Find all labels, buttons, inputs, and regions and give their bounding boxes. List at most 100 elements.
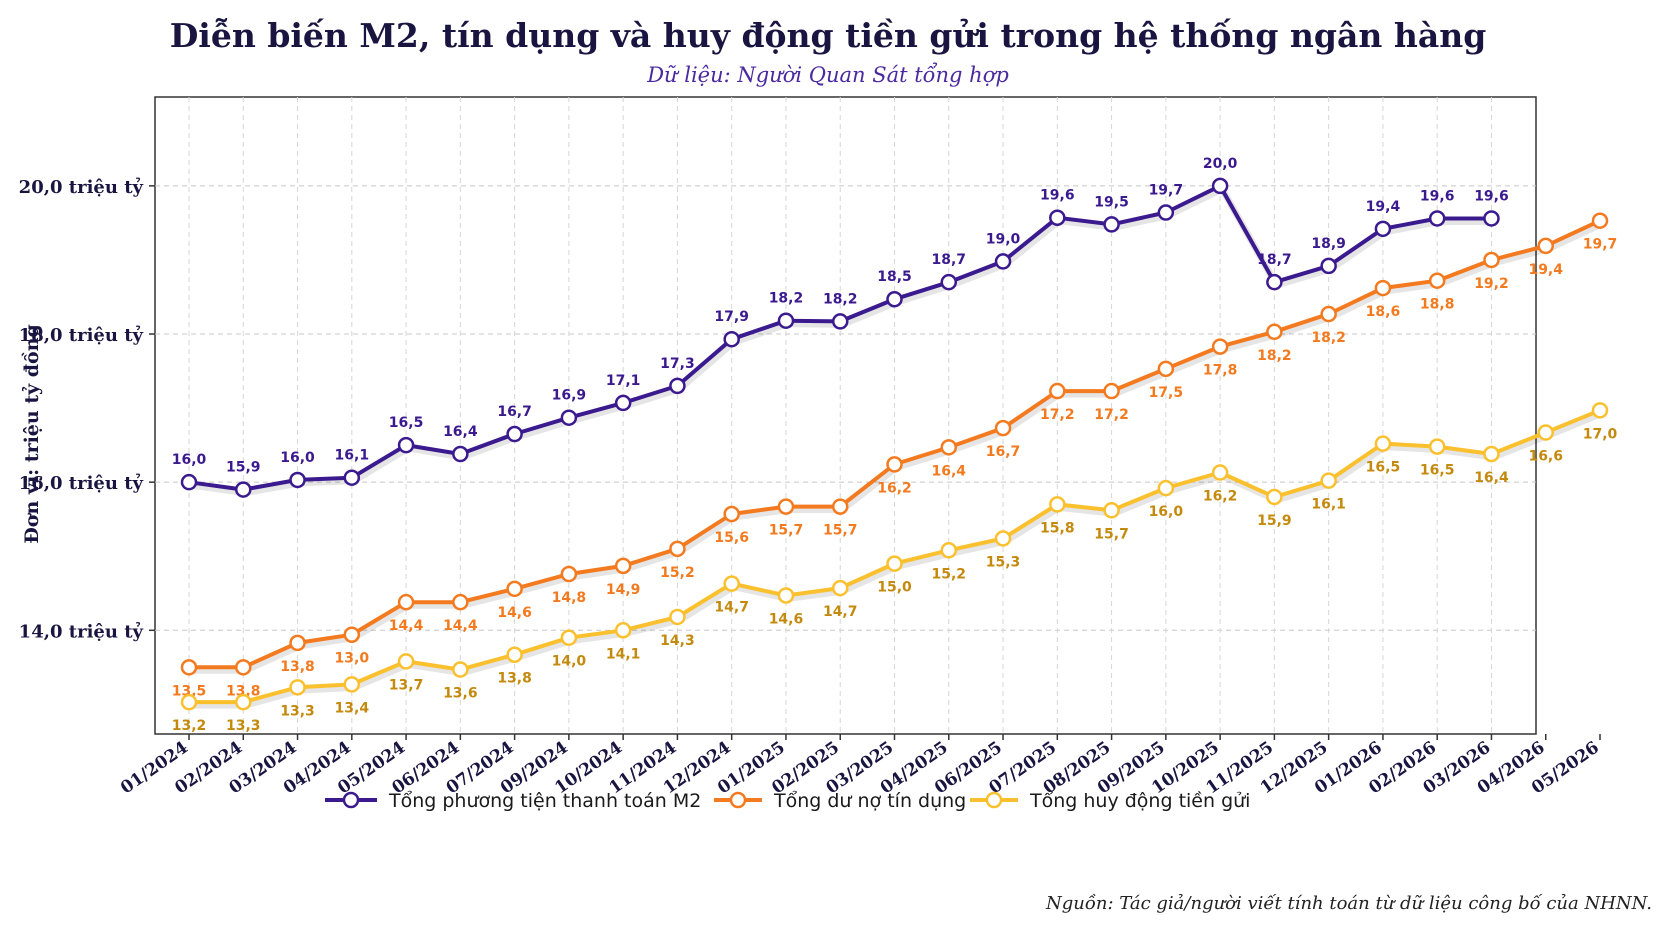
data-point: [180, 659, 198, 676]
data-label: 14,9: [606, 582, 641, 598]
data-point: [289, 471, 306, 489]
data-point: [343, 676, 361, 693]
data-point: [1157, 204, 1175, 221]
data-label: 13,4: [335, 700, 370, 716]
legend-marker: [342, 791, 360, 809]
data-point: [1374, 220, 1392, 238]
data-label: 19,6: [1040, 188, 1075, 204]
chart-subtitle: Dữ liệu: Người Quan Sát tổng hợp: [646, 63, 1009, 87]
data-label: 15,6: [714, 530, 749, 546]
data-label: 16,2: [877, 480, 912, 496]
data-label: 18,8: [1420, 297, 1455, 313]
y-axis: 14,0 triệu tỷ 16,0 triệu tỷ 18,0 triệu tỷ 2…: [19, 176, 155, 642]
data-point: [723, 330, 740, 348]
data-label: 15,9: [226, 460, 261, 476]
data-point: [1049, 382, 1066, 400]
data-point: [1211, 464, 1229, 481]
data-point: [506, 580, 523, 598]
legend-marker: [729, 791, 747, 809]
data-point: [1211, 177, 1229, 195]
data-label: 13,5: [172, 683, 207, 699]
data-point: [669, 608, 686, 626]
series-group: 16,0 15,9 16,0 16,1 16,5 16,4 16,7 16,9 17,1 17,3…: [172, 156, 1618, 734]
data-label: 16,0: [1149, 504, 1184, 520]
data-point: [1049, 209, 1066, 226]
data-label: 13,8: [280, 659, 315, 675]
data-label: 13,8: [226, 683, 261, 699]
data-label: 19,7: [1149, 183, 1184, 199]
data-label: 13,3: [280, 703, 315, 719]
data-point: [614, 394, 632, 412]
data-point: [560, 565, 578, 583]
data-label: 19,7: [1583, 237, 1618, 253]
data-point: [994, 419, 1012, 437]
data-label: 19,6: [1474, 188, 1509, 204]
data-point: [180, 473, 198, 491]
data-label: 16,0: [280, 450, 315, 466]
data-point: [1591, 402, 1609, 419]
data-point: [1483, 251, 1500, 269]
data-point: [1483, 445, 1500, 463]
data-label: 16,4: [443, 424, 478, 440]
legend-label: Tổng dư nợ tín dụng: [773, 790, 966, 812]
data-point: [1537, 237, 1554, 255]
data-label: 14,6: [769, 611, 804, 627]
data-label: 15,2: [660, 565, 695, 581]
data-label: 15,7: [769, 523, 804, 539]
data-point: [723, 505, 740, 523]
data-label: 14,0: [552, 654, 587, 670]
data-point: [831, 313, 849, 330]
data-label: 14,4: [443, 618, 478, 634]
data-point: [1320, 472, 1337, 489]
data-point: [1374, 279, 1392, 297]
data-point: [994, 253, 1012, 270]
data-label: 19,4: [1366, 199, 1401, 215]
data-label: 15,8: [1040, 520, 1075, 536]
data-label: 17,2: [1094, 407, 1129, 423]
source-note: Nguồn: Tác giả/người viết tính toán từ d…: [1045, 893, 1652, 914]
data-label: 13,2: [172, 718, 207, 734]
data-point: [397, 436, 415, 454]
data-label: 15,7: [1094, 526, 1129, 542]
y-tick-label: 14,0 triệu tỷ: [19, 620, 144, 642]
data-point: [777, 587, 795, 604]
data-label: 18,7: [931, 252, 966, 268]
data-label: 17,0: [1583, 426, 1618, 442]
data-label: 16,0: [172, 452, 207, 468]
data-label: 19,5: [1094, 194, 1129, 210]
data-point: [506, 425, 523, 443]
data-point: [1374, 435, 1392, 452]
data-point: [452, 445, 469, 463]
data-point: [831, 579, 849, 597]
data-point: [1537, 424, 1554, 441]
y-tick-label: 20,0 triệu tỷ: [19, 176, 144, 198]
data-point: [994, 530, 1012, 547]
data-label: 16,7: [497, 404, 532, 420]
data-label: 16,7: [986, 444, 1021, 460]
data-label: 17,5: [1149, 385, 1184, 401]
data-point: [1157, 360, 1175, 378]
data-point: [1211, 338, 1229, 355]
data-label: 13,6: [443, 686, 478, 702]
data-label: 17,1: [606, 373, 641, 389]
data-point: [1320, 305, 1337, 323]
data-label: 19,4: [1528, 262, 1563, 278]
gridlines: [155, 97, 1536, 734]
data-label: 17,9: [714, 309, 749, 325]
data-label: 16,9: [552, 388, 587, 404]
data-label: 18,6: [1366, 304, 1401, 320]
data-point: [397, 653, 415, 670]
data-label: 19,0: [986, 231, 1021, 247]
legend-label: Tổng phương tiện thanh toán M2: [388, 790, 701, 812]
x-axis: 01/202402/202403/202404/202405/202406/20…: [117, 734, 1603, 798]
data-label: 18,2: [769, 291, 804, 307]
data-point: [289, 679, 306, 696]
data-label: 16,4: [931, 463, 966, 479]
data-point: [1103, 382, 1120, 400]
data-label: 14,4: [389, 618, 424, 634]
data-point: [560, 629, 578, 646]
data-point: [614, 622, 632, 639]
legend-label: Tổng huy động tiền gửi: [1029, 790, 1250, 812]
data-point: [452, 661, 469, 678]
data-point: [886, 290, 903, 308]
